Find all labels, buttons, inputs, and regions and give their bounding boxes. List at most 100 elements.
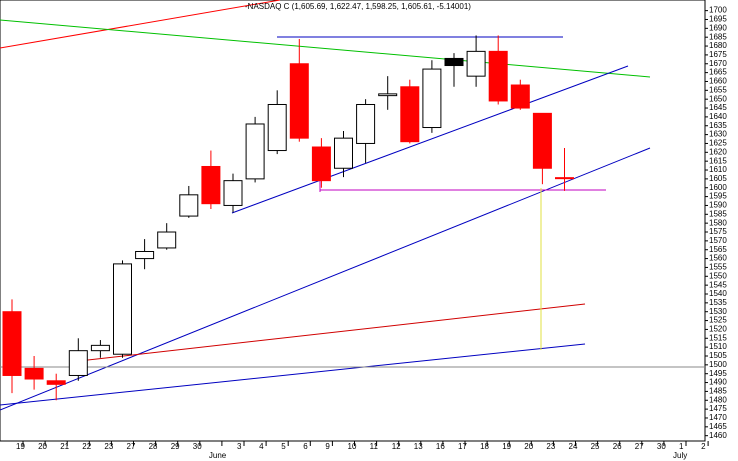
y-tick-label: 1685 <box>709 32 727 41</box>
x-tick-label: 6 <box>303 442 308 451</box>
y-tick-label: 1585 <box>709 209 727 218</box>
x-tick-label: 18 <box>480 442 489 451</box>
y-tick-label: 1635 <box>709 121 727 130</box>
y-tick-label: 1615 <box>709 156 727 165</box>
candle-body <box>157 231 177 249</box>
plot-frame <box>0 0 706 442</box>
y-tick-label: 1490 <box>709 378 727 387</box>
y-tick-label: 1495 <box>709 369 727 378</box>
candle-body <box>311 146 331 182</box>
y-tick-label: 1690 <box>709 23 727 32</box>
y-tick-label: 1645 <box>709 103 727 112</box>
candle-body <box>90 344 110 352</box>
month-label: June <box>209 451 227 460</box>
candle-body <box>223 180 243 206</box>
candle-body <box>2 311 22 376</box>
x-tick-label: 10 <box>348 442 357 451</box>
x-tick-label: 9 <box>325 442 330 451</box>
y-tick-label: 1575 <box>709 227 727 236</box>
month-label: July <box>673 451 687 460</box>
x-tick-label: 24 <box>569 442 578 451</box>
x-tick-label: 19 <box>502 442 511 451</box>
y-tick-label: 1565 <box>709 245 727 254</box>
candle-body <box>334 137 353 169</box>
candle-body <box>466 50 486 77</box>
y-tick-label: 1650 <box>709 94 727 103</box>
candle-body <box>245 123 265 180</box>
y-tick-label: 1465 <box>709 422 727 431</box>
trend-line <box>69 303 586 363</box>
candle-body <box>510 84 530 109</box>
x-tick-label: 16 <box>436 442 445 451</box>
x-tick-label: 25 <box>591 442 600 451</box>
y-tick-label: 1500 <box>709 360 727 369</box>
y-tick-label: 1655 <box>709 85 727 94</box>
y-tick-label: 1475 <box>709 404 727 413</box>
candle-body <box>68 350 88 376</box>
x-tick-label: 27 <box>635 442 644 451</box>
x-tick-label: 11 <box>370 442 379 451</box>
candle-body <box>201 165 221 205</box>
candle-body <box>444 57 464 67</box>
x-tick-label: 13 <box>414 442 423 451</box>
y-tick-label: 1610 <box>709 165 727 174</box>
x-tick-label: 20 <box>38 442 47 451</box>
x-tick-label: 12 <box>392 442 401 451</box>
y-tick-label: 1700 <box>709 6 727 15</box>
x-tick-label: 23 <box>104 442 113 451</box>
trend-lines <box>0 0 705 411</box>
x-tick-label: 5 <box>281 442 286 451</box>
candle-body <box>422 68 442 129</box>
y-tick-label: 1540 <box>709 289 727 298</box>
candle-body <box>135 250 155 260</box>
y-tick-label: 1560 <box>709 254 727 263</box>
candle-body <box>289 63 309 139</box>
y-tick-label: 1520 <box>709 325 727 334</box>
y-tick-label: 1515 <box>709 333 727 342</box>
x-tick-label: 21 <box>60 442 69 451</box>
candle-body <box>555 177 574 180</box>
y-tick-label: 1620 <box>709 147 727 156</box>
y-tick-label: 1680 <box>709 41 727 50</box>
y-tick-label: 1570 <box>709 236 727 245</box>
y-tick-label: 1510 <box>709 342 727 351</box>
y-tick-label: 1665 <box>709 68 727 77</box>
y-tick-label: 1485 <box>709 387 727 396</box>
y-tick-label: 1595 <box>709 192 727 201</box>
x-tick-label: 26 <box>613 442 622 451</box>
x-tick-label: 3 <box>237 442 242 451</box>
y-tick-label: 1470 <box>709 413 727 422</box>
candle-body <box>113 263 132 355</box>
y-tick-label: 1530 <box>709 307 727 316</box>
x-tick-label: 27 <box>127 442 136 451</box>
x-tick-label: 30 <box>193 442 202 451</box>
trend-line <box>0 147 651 411</box>
candle-body <box>267 103 287 152</box>
y-tick-label: 1590 <box>709 201 727 210</box>
y-tick-label: 1695 <box>709 15 727 24</box>
candle-body <box>179 194 199 217</box>
y-tick-label: 1460 <box>709 431 727 440</box>
x-tick-label: 30 <box>657 442 666 451</box>
x-tick-label: 29 <box>171 442 180 451</box>
y-tick-label: 1525 <box>709 316 727 325</box>
chart-title: -NASDAQ C (1,605.69, 1,622.47, 1,598.25,… <box>245 2 471 11</box>
candle-body <box>24 367 44 380</box>
y-tick-label: 1535 <box>709 298 727 307</box>
trend-line <box>0 343 586 406</box>
y-tick-label: 1545 <box>709 280 727 289</box>
y-tick-label: 1670 <box>709 59 727 68</box>
candle-body <box>488 50 508 102</box>
y-tick-label: 1505 <box>709 351 727 360</box>
trend-line <box>231 65 629 214</box>
candle-body <box>46 380 66 385</box>
trend-line <box>0 0 281 49</box>
x-tick-label: 28 <box>149 442 158 451</box>
candle-body <box>378 93 398 97</box>
x-tick-label: 19 <box>16 442 25 451</box>
y-tick-label: 1675 <box>709 50 727 59</box>
y-tick-label: 1550 <box>709 271 727 280</box>
y-tick-label: 1555 <box>709 263 727 272</box>
